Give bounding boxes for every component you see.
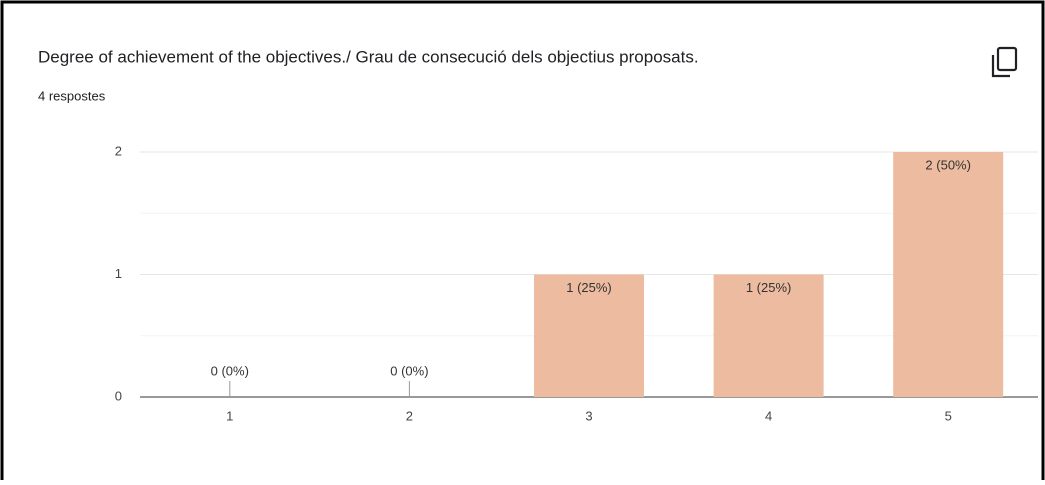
value-label: 0 (0%) <box>211 363 249 378</box>
y-tick-label: 2 <box>115 143 122 158</box>
value-label: 0 (0%) <box>390 363 428 378</box>
bar <box>534 274 644 397</box>
chart-title: Degree of achievement of the objectives.… <box>38 47 699 66</box>
value-label: 1 (25%) <box>746 280 792 295</box>
bar <box>893 152 1004 397</box>
y-tick-label: 1 <box>115 266 122 281</box>
x-tick-label: 4 <box>765 408 772 423</box>
x-tick-label: 3 <box>585 408 592 423</box>
copy-icon[interactable] <box>991 46 1018 78</box>
bar <box>713 274 824 397</box>
x-tick-label: 2 <box>406 408 413 423</box>
value-label: 1 (25%) <box>566 280 612 295</box>
value-label: 2 (50%) <box>925 157 971 172</box>
x-tick-label: 5 <box>945 408 952 423</box>
x-tick-label: 1 <box>226 408 233 423</box>
y-tick-label: 0 <box>115 388 122 403</box>
chart-subtitle: 4 respostes <box>38 88 106 103</box>
